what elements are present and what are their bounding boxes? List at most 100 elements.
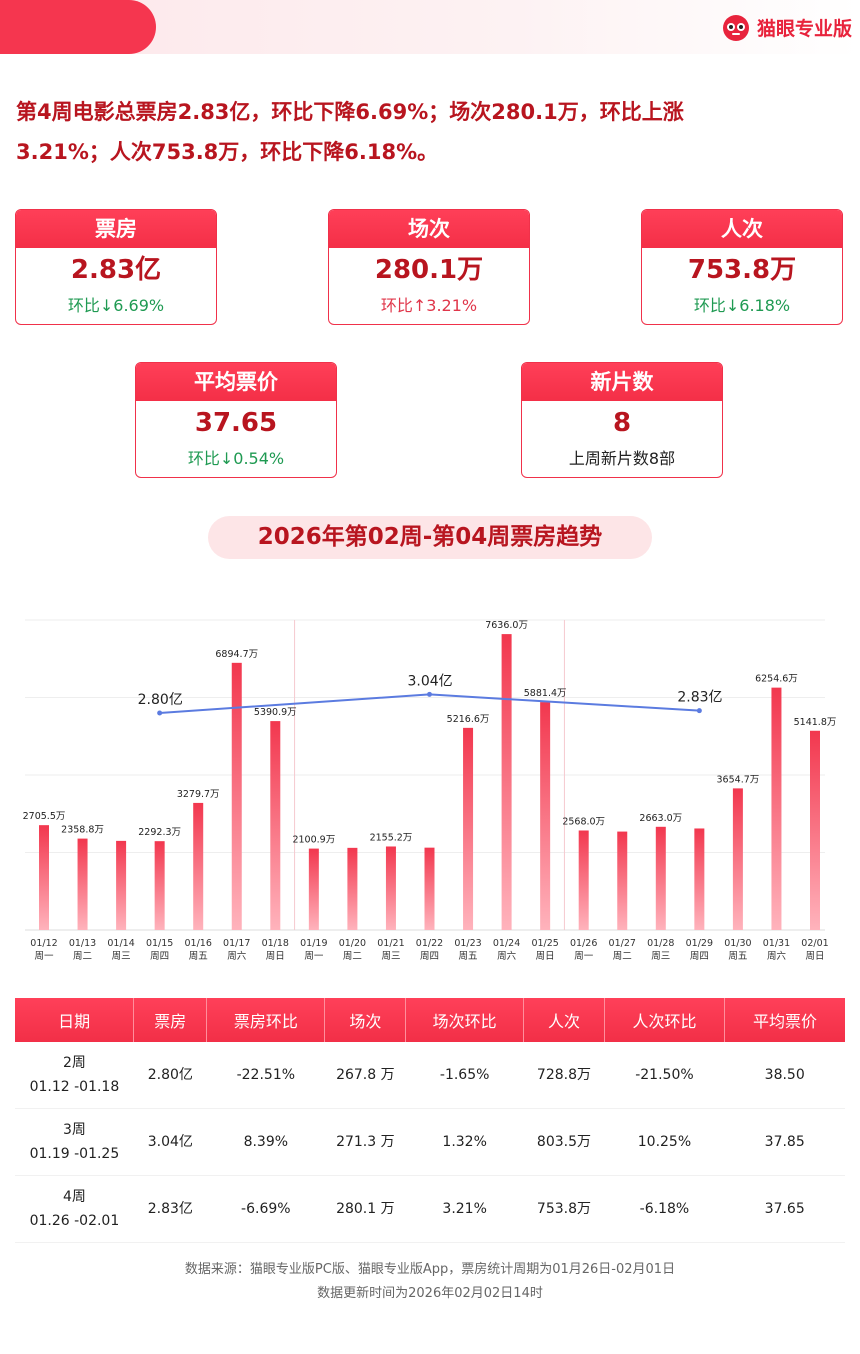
data-label: 5390.9万 (254, 707, 297, 718)
table-row: 2周 01.12 -01.18 2.80亿 -22.51% 267.8 万 -1.… (15, 1042, 845, 1109)
weekly-label: 3.04亿 (408, 673, 453, 689)
bar (732, 788, 743, 930)
col-header: 平均票价 (724, 998, 845, 1042)
bar (540, 702, 551, 930)
card-title: 新片数 (522, 363, 722, 401)
box-cell: 2.83亿 (133, 1175, 207, 1243)
weekday-label: 周四 (150, 951, 169, 962)
data-label: 6254.6万 (755, 674, 798, 685)
weekday-label: 周五 (189, 951, 208, 962)
date-cell: 3周 01.19 -01.25 (15, 1108, 134, 1176)
x-tick-label: 01/12 (30, 938, 57, 949)
col-header: 人次环比 (604, 998, 725, 1042)
weekly-label: 2.80亿 (138, 692, 183, 708)
box-change-cell: 8.39% (206, 1108, 325, 1176)
weekday-label: 周三 (651, 951, 670, 962)
card-value: 280.1万 (374, 255, 484, 285)
brand-name: 猫眼专业版 (756, 17, 852, 40)
bar (39, 825, 49, 930)
data-label: 6894.7万 (215, 649, 258, 660)
chart-title: 2026年第02周-第04周票房趋势 (208, 516, 652, 559)
x-tick-label: 01/27 (609, 938, 636, 949)
shows-change-cell: 3.21% (405, 1175, 524, 1243)
data-label: 2100.9万 (292, 835, 335, 846)
card-box-office: 票房 2.83亿 环比↓6.69% (15, 209, 217, 325)
card-title: 场次 (329, 210, 529, 248)
brand-logo: 猫眼专业版 (721, 12, 852, 42)
bar (578, 830, 589, 930)
table-row: 3周 01.19 -01.25 3.04亿 8.39% 271.3 万 1.32%… (15, 1108, 845, 1176)
data-label: 2705.5万 (23, 811, 66, 822)
bar (424, 847, 435, 930)
bar (154, 841, 165, 930)
data-label: 3654.7万 (717, 774, 760, 785)
col-header: 票房环比 (206, 998, 326, 1042)
shows-change-cell: -1.65% (405, 1042, 524, 1109)
weekly-point (696, 708, 702, 714)
bar (617, 831, 628, 930)
bar (810, 730, 820, 930)
bar (501, 634, 512, 930)
data-label: 5881.4万 (524, 688, 567, 699)
price-cell: 38.50 (724, 1042, 845, 1109)
footer-source: 数据来源：猫眼专业版PC版、猫眼专业版App，票房统计周期为01月26日-02月… (184, 1262, 676, 1277)
bar (77, 838, 88, 930)
card-title: 票房 (16, 210, 216, 248)
weekday-label: 周四 (690, 951, 709, 962)
price-cell: 37.65 (724, 1175, 845, 1243)
weekday-label: 周二 (343, 951, 362, 962)
x-tick-label: 01/15 (146, 938, 173, 949)
banner-accent (0, 0, 156, 54)
box-cell: 3.04亿 (133, 1108, 207, 1176)
weekday-label: 周二 (613, 951, 632, 962)
data-label: 2568.0万 (562, 816, 605, 827)
weekly-summary-table: 日期 票房 票房环比 场次 场次环比 人次 人次环比 平均票价 2周 01.12 … (15, 998, 845, 1243)
bar (193, 802, 204, 930)
x-tick-label: 01/16 (185, 938, 212, 949)
col-header: 人次 (523, 998, 605, 1042)
people-change-cell: -6.18% (604, 1175, 725, 1243)
x-tick-label: 01/19 (300, 938, 327, 949)
card-change: 环比↑3.21% (380, 296, 478, 315)
table-header-row: 日期 票房 票房环比 场次 场次环比 人次 人次环比 平均票价 (15, 998, 845, 1042)
weekly-label: 2.83亿 (677, 690, 722, 706)
date-cell: 2周 01.12 -01.18 (15, 1042, 134, 1109)
x-tick-label: 01/18 (262, 938, 289, 949)
people-change-cell: -21.50% (604, 1042, 725, 1109)
headline-summary: 第4周电影总票房2.83亿，环比下降6.69%；场次280.1万，环比上涨3.2… (16, 100, 684, 164)
shows-cell: 267.8 万 (324, 1042, 406, 1109)
x-tick-label: 01/20 (339, 938, 366, 949)
x-tick-label: 02/01 (801, 938, 828, 949)
card-change: 环比↓6.18% (693, 296, 791, 315)
x-tick-label: 01/29 (686, 938, 713, 949)
box-change-cell: -22.51% (206, 1042, 325, 1109)
data-label: 2663.0万 (639, 813, 682, 824)
shows-cell: 271.3 万 (324, 1108, 406, 1176)
weekday-label: 周日 (536, 951, 555, 962)
bar (694, 828, 705, 930)
x-tick-label: 01/31 (763, 938, 790, 949)
data-label: 7636.0万 (485, 620, 528, 631)
x-tick-label: 01/23 (454, 938, 481, 949)
x-tick-label: 01/24 (493, 938, 520, 949)
x-tick-label: 01/14 (107, 938, 134, 949)
people-cell: 803.5万 (523, 1108, 605, 1176)
bar (463, 727, 474, 930)
x-tick-label: 01/13 (69, 938, 96, 949)
weekday-label: 周三 (381, 951, 400, 962)
weekday-label: 周五 (459, 951, 478, 962)
weekday-label: 周六 (767, 950, 787, 962)
bar (347, 847, 358, 930)
card-value: 37.65 (194, 408, 278, 438)
weekday-label: 周二 (73, 951, 92, 962)
weekday-label: 周五 (728, 951, 747, 962)
weekday-label: 周三 (112, 951, 131, 962)
card-value: 753.8万 (687, 255, 797, 285)
box-cell: 2.80亿 (133, 1042, 207, 1109)
weekday-label: 周一 (34, 951, 54, 962)
people-change-cell: 10.25% (604, 1108, 725, 1176)
people-cell: 728.8万 (523, 1042, 605, 1109)
card-new-films: 新片数 8 上周新片数8部 (521, 362, 723, 478)
top-banner: 猫眼专业版 (0, 0, 860, 54)
cat-icon (722, 15, 749, 41)
